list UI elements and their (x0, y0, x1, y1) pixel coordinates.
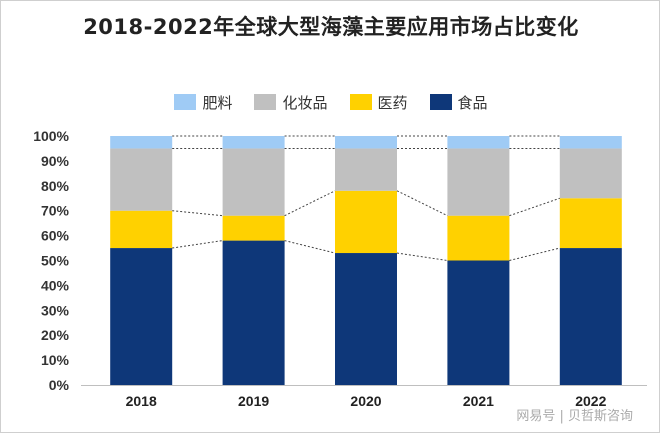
bar-医药-2020 (335, 190, 397, 254)
y-tick-label: 30% (41, 302, 70, 318)
bar-肥料-2022 (559, 136, 622, 149)
bar-食品-2022 (559, 248, 622, 385)
x-tick-label: 2020 (350, 393, 381, 409)
bar-食品-2021 (447, 260, 510, 385)
bar-食品-2018 (110, 248, 173, 385)
legend-swatch (254, 94, 277, 110)
bar-医药-2022 (559, 198, 622, 249)
connector-line (396, 252, 448, 261)
bar-化妆品-2020 (335, 148, 397, 191)
connector-line (172, 210, 223, 217)
bar-医药-2021 (447, 215, 510, 261)
legend-swatch (174, 94, 197, 110)
connector-line (284, 190, 336, 217)
bar-肥料-2021 (447, 136, 510, 149)
y-tick-label: 50% (41, 253, 70, 269)
y-tick-label: 20% (41, 327, 70, 343)
chart-legend: 肥料 化妆品 医药 食品 (1, 89, 660, 115)
legend-item-2: 医药 (349, 92, 408, 113)
connector-line (396, 190, 448, 217)
y-tick-label: 100% (33, 128, 69, 144)
legend-item-0: 肥料 (174, 92, 232, 113)
legend-label: 食品 (457, 93, 488, 112)
legend-item-1: 化妆品 (254, 92, 328, 113)
bar-肥料-2020 (335, 136, 397, 149)
y-tick-label: 80% (41, 178, 70, 194)
connector-line (509, 247, 560, 261)
legend-swatch (429, 94, 452, 110)
bar-食品-2019 (222, 240, 285, 385)
y-tick-label: 10% (41, 352, 70, 368)
y-tick-label: 40% (41, 277, 70, 293)
y-tick-label: 90% (41, 153, 70, 169)
legend-item-3: 食品 (429, 92, 488, 113)
legend-label: 医药 (377, 93, 408, 112)
x-tick-label: 2019 (238, 393, 269, 409)
bar-化妆品-2022 (559, 148, 622, 199)
chart-title: 2018-2022年全球大型海藻主要应用市场占比变化 (83, 15, 579, 39)
connector-line (509, 197, 560, 217)
x-tick-label: 2021 (463, 393, 494, 409)
bar-化妆品-2018 (110, 148, 173, 211)
bar-医药-2018 (110, 210, 173, 249)
y-tick-label: 60% (41, 228, 70, 244)
connector-line (172, 240, 223, 249)
y-tick-label: 0% (49, 377, 70, 393)
x-tick-label: 2018 (126, 393, 157, 409)
legend-label: 化妆品 (282, 93, 328, 112)
bar-肥料-2019 (222, 136, 285, 149)
connector-line (284, 240, 336, 254)
bar-肥料-2018 (110, 136, 173, 149)
bar-食品-2020 (335, 253, 397, 385)
watermark-text: 网易号 | 贝哲斯咨询 (516, 409, 633, 424)
legend-swatch (349, 94, 372, 110)
x-tick-label: 2022 (575, 393, 606, 409)
y-tick-label: 70% (41, 203, 70, 219)
legend-label: 肥料 (202, 93, 233, 112)
bar-医药-2019 (222, 215, 285, 241)
bar-化妆品-2021 (447, 148, 510, 216)
bar-化妆品-2019 (222, 148, 285, 216)
